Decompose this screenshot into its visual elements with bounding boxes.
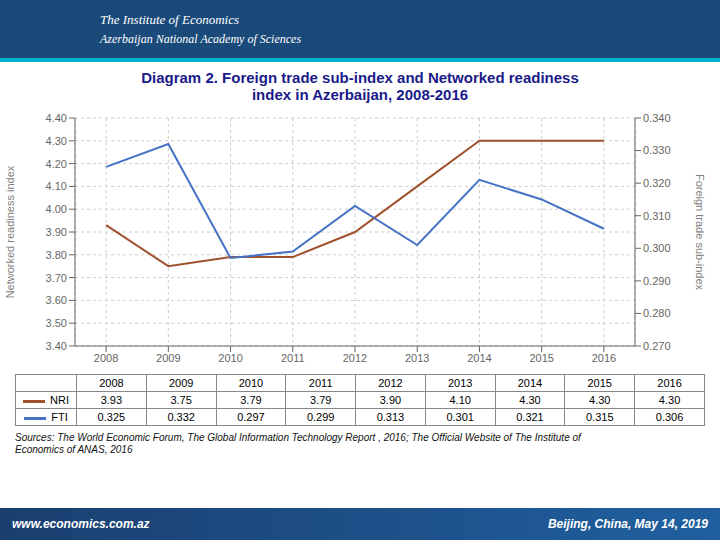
svg-text:4.00: 4.00 [46,203,67,215]
html-text:2014: 2014 [517,377,543,389]
svg-text:3.60: 3.60 [46,294,67,306]
svg-text:2011: 2011 [281,352,305,364]
svg-text:2016: 2016 [592,352,616,364]
html-text:0.299: 0.299 [306,411,335,423]
svg-text:4.30: 4.30 [46,135,67,147]
svg-text:0.280: 0.280 [643,307,671,319]
html-text:NRI: NRI [50,394,69,406]
html-text:2015: 2015 [587,377,612,389]
svg-text:2009: 2009 [156,352,180,364]
svg-text:Networked readiness index: Networked readiness index [8,165,16,298]
html-text:2009: 2009 [168,377,194,389]
html-text:0.313: 0.313 [376,411,405,423]
html-text:Sources: The World Economic Fo: Sources: The World Economic Forum, The G… [15,432,581,455]
svg-text:3.70: 3.70 [46,272,67,284]
html-text:0.325: 0.325 [97,411,126,423]
html-text:2013: 2013 [448,377,473,389]
html-text:3.75: 3.75 [170,394,192,406]
html-text:0.306: 0.306 [655,411,684,423]
html-text:www.economics.com.az: www.economics.com.az [12,517,150,531]
html-text:Azerbaijan National Academy of: Azerbaijan National Academy of Sciences [100,31,302,46]
html-text:4.10: 4.10 [449,394,471,406]
html-text:4.30: 4.30 [589,394,611,406]
html-text:0.332: 0.332 [167,411,195,423]
svg-text:0.330: 0.330 [643,144,671,156]
svg-text:2010: 2010 [218,352,242,364]
svg-text:2014: 2014 [467,352,491,364]
svg-text:0.300: 0.300 [643,242,671,254]
html-text:0.297: 0.297 [237,411,265,423]
html-text:0.301: 0.301 [446,411,474,423]
svg-text:2015: 2015 [529,352,553,364]
html-text:2016: 2016 [657,377,682,389]
svg-text:0.290: 0.290 [643,275,671,287]
html-text:FTI: FTI [51,411,68,423]
svg-text:3.40: 3.40 [46,340,67,352]
html-text:Diagram 2. Foreign trade sub-i: Diagram 2. Foreign trade sub-index and N… [141,69,579,86]
svg-text:0.340: 0.340 [643,112,671,124]
svg-text:3.50: 3.50 [46,317,67,329]
svg-text:4.20: 4.20 [46,158,67,170]
svg-text:0.320: 0.320 [643,177,671,189]
svg-text:3.80: 3.80 [46,249,67,261]
html-text:2010: 2010 [238,377,264,389]
html-text:2012: 2012 [378,377,403,389]
html-text:Beijing, China, May 14, 2019: Beijing, China, May 14, 2019 [547,517,708,531]
html-text:The Institute of Economics: The Institute of Economics [100,11,239,27]
html-text:3.79: 3.79 [310,394,332,406]
html-text:0.321: 0.321 [516,411,544,423]
html-text:3.93: 3.93 [100,394,123,406]
svg-text:0.270: 0.270 [643,340,671,352]
svg-text:4.10: 4.10 [46,180,67,192]
html-text:0.315: 0.315 [586,411,614,423]
svg-text:3.90: 3.90 [46,226,67,238]
svg-text:2013: 2013 [405,352,429,364]
html-text:3.90: 3.90 [379,394,402,406]
svg-text:2008: 2008 [94,352,118,364]
svg-text:2012: 2012 [343,352,367,364]
html-text:index in Azerbaijan, 2008-2016: index in Azerbaijan, 2008-2016 [251,86,469,103]
html-text:4.30: 4.30 [519,394,541,406]
html-text:4.30: 4.30 [658,394,681,406]
svg-text:4.40: 4.40 [46,112,67,124]
html-text:3.79: 3.79 [240,394,262,406]
svg-text:Foreign trade sub-index: Foreign trade sub-index [694,174,706,291]
html-text:2011: 2011 [308,377,333,389]
svg-text:0.310: 0.310 [643,210,671,222]
html-text:2008: 2008 [99,377,124,389]
